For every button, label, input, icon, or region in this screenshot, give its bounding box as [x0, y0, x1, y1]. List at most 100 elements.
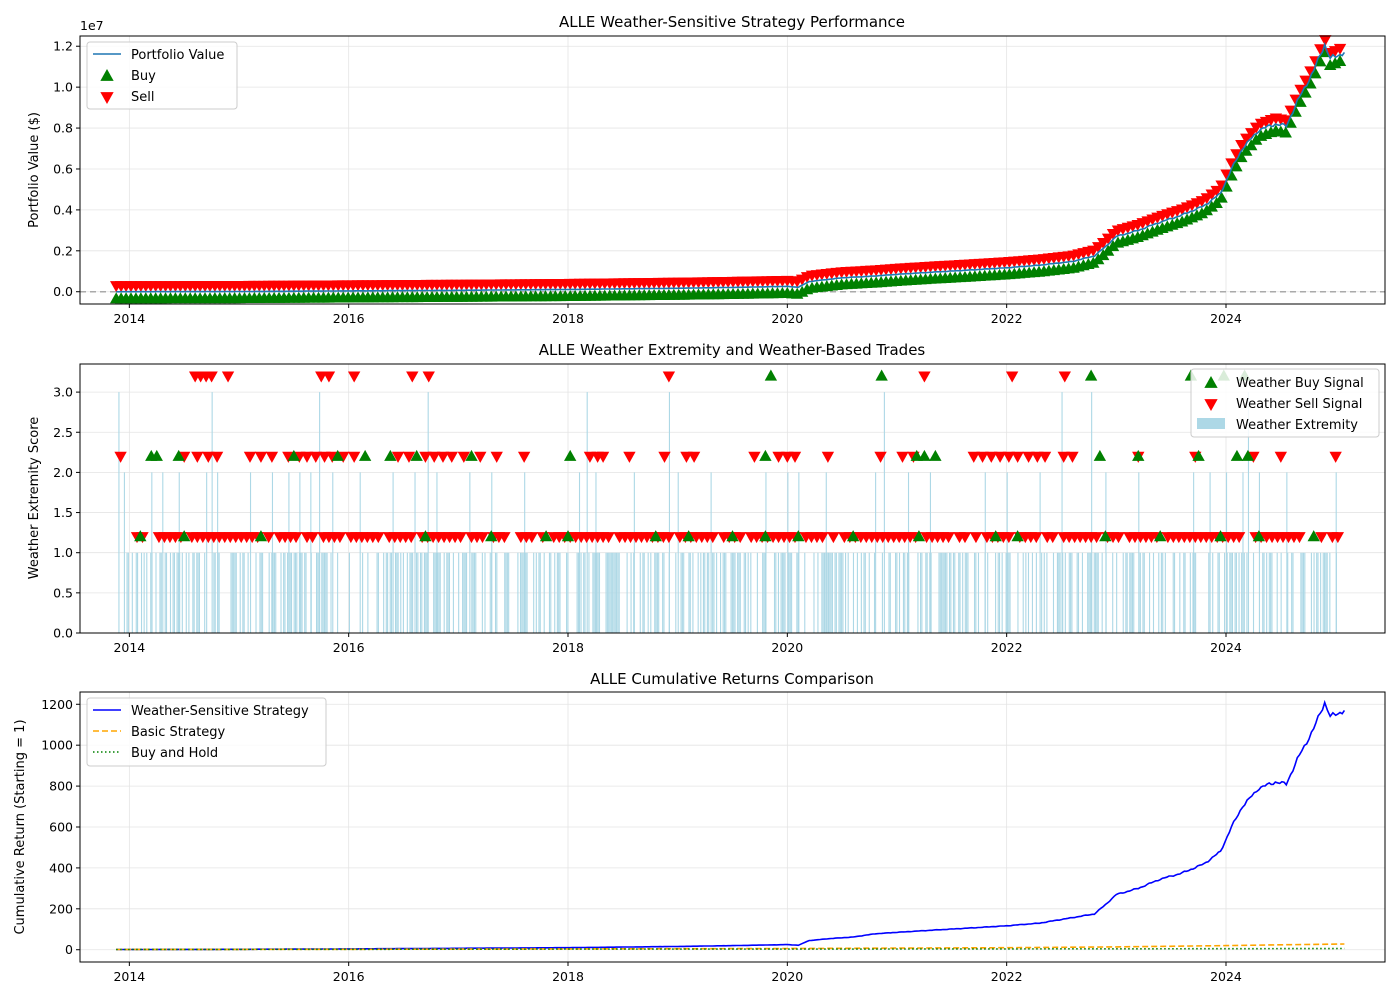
weather-sell-marker: [1112, 532, 1125, 544]
extremity-bar: [1292, 552, 1294, 633]
extremity-bar: [1043, 552, 1045, 633]
x-tick-label: 2014: [113, 640, 145, 655]
extremity-bar: [743, 552, 745, 633]
extremity-bar: [268, 552, 270, 633]
extremity-bar: [284, 552, 286, 633]
extremity-bar: [1238, 552, 1240, 633]
weather-sell-marker: [243, 451, 257, 463]
extremity-bar: [271, 472, 274, 633]
extremity-bar: [702, 552, 704, 633]
extremity-bar: [950, 552, 952, 633]
extremity-bar: [1087, 552, 1089, 633]
panel2-frame: [79, 363, 1386, 634]
extremity-bar: [612, 552, 614, 633]
buy-marker: [1279, 126, 1292, 138]
extremity-bar: [713, 552, 715, 633]
extremity-bar: [475, 552, 477, 633]
extremity-bar: [610, 552, 612, 633]
buy-marker: [1309, 67, 1322, 79]
y-tick-label: 1.2: [53, 39, 73, 54]
weather-sell-marker: [993, 451, 1007, 463]
extremity-bar: [1125, 552, 1127, 633]
extremity-bar: [290, 552, 293, 633]
extremity-bar: [304, 552, 306, 633]
extremity-bar: [1258, 472, 1260, 633]
weather-sell-marker: [748, 451, 761, 463]
weather-sell-marker: [942, 532, 955, 544]
extremity-bar: [162, 472, 164, 633]
extremity-bar: [548, 552, 551, 633]
extremity-bar: [1158, 552, 1160, 633]
y-tick-label: 0.6: [53, 161, 73, 176]
weather-sell-marker: [596, 451, 610, 463]
weather-buy-marker: [792, 530, 805, 542]
extremity-bar: [397, 552, 399, 633]
extremity-bar: [506, 552, 508, 633]
extremity-bar: [164, 552, 166, 633]
extremity-bar: [1301, 552, 1303, 633]
extremity-bar: [1192, 552, 1194, 633]
extremity-bar: [704, 552, 706, 633]
panel3-title: ALLE Cumulative Returns Comparison: [590, 670, 874, 688]
weather-buy-marker: [1093, 449, 1107, 461]
weather-sell-marker: [772, 451, 785, 463]
weather-sell-marker: [1022, 451, 1035, 463]
extremity-bar: [675, 552, 677, 633]
extremity-bar: [1325, 552, 1327, 633]
extremity-bar: [842, 552, 844, 633]
extremity-bar: [756, 552, 758, 633]
extremity-bar: [1172, 552, 1174, 633]
extremity-bar: [1241, 552, 1243, 633]
y-tick-label: 600: [49, 820, 73, 835]
extremity-bar: [469, 472, 471, 633]
extremity-bar: [543, 552, 545, 633]
extremity-bar: [1143, 552, 1145, 633]
weather-sell-marker: [422, 371, 435, 383]
weather-sell-marker: [221, 371, 235, 383]
extremity-bar: [417, 552, 419, 633]
sell-marker: [1279, 115, 1292, 127]
extremity-bar: [904, 552, 906, 633]
extremity-bar: [260, 552, 262, 633]
extremity-bar: [169, 552, 172, 633]
extremity-bar: [299, 472, 301, 633]
extremity-bar: [464, 552, 466, 633]
extremity-bar: [1089, 552, 1091, 633]
extremity-bar: [1231, 552, 1234, 633]
x-tick-label: 2014: [113, 969, 145, 984]
x-tick-label: 2020: [771, 640, 803, 655]
extremity-bar: [643, 552, 645, 633]
panel1-y-axis-label: Portfolio Value ($): [27, 112, 42, 228]
weather-sell-marker: [918, 371, 931, 383]
weather-sell-marker: [436, 451, 450, 463]
extremity-bar: [1226, 552, 1228, 633]
sell-marker: [1299, 75, 1312, 87]
extremity-bar: [952, 552, 955, 633]
extremity-bar: [525, 552, 527, 633]
weather-buy-marker: [178, 530, 191, 542]
extremity-bar: [214, 552, 216, 633]
x-tick-label: 2022: [991, 969, 1023, 984]
extremity-bar: [293, 552, 295, 633]
extremity-bar: [1088, 552, 1090, 633]
extremity-bar: [921, 552, 923, 633]
extremity-bar: [1095, 552, 1097, 633]
extremity-bar: [1183, 552, 1185, 633]
y-tick-label: 0: [65, 942, 73, 957]
extremity-bar: [1268, 552, 1270, 633]
extremity-bar: [943, 552, 945, 633]
extremity-bar: [784, 552, 786, 633]
extremity-bar: [841, 552, 843, 633]
extremity-bar: [964, 552, 966, 633]
extremity-bar: [606, 552, 608, 633]
weather-buy-marker: [726, 530, 739, 542]
buy-and-hold-line: [116, 947, 1345, 951]
extremity-bar: [406, 552, 408, 633]
extremity-bar: [1096, 552, 1098, 633]
extremity-bar: [239, 552, 241, 633]
legend-weather-buy-marker: [1204, 376, 1218, 388]
extremity-bar: [1139, 552, 1141, 633]
extremity-bar: [391, 552, 393, 633]
extremity-bar: [626, 552, 628, 633]
extremity-bar: [325, 552, 327, 633]
